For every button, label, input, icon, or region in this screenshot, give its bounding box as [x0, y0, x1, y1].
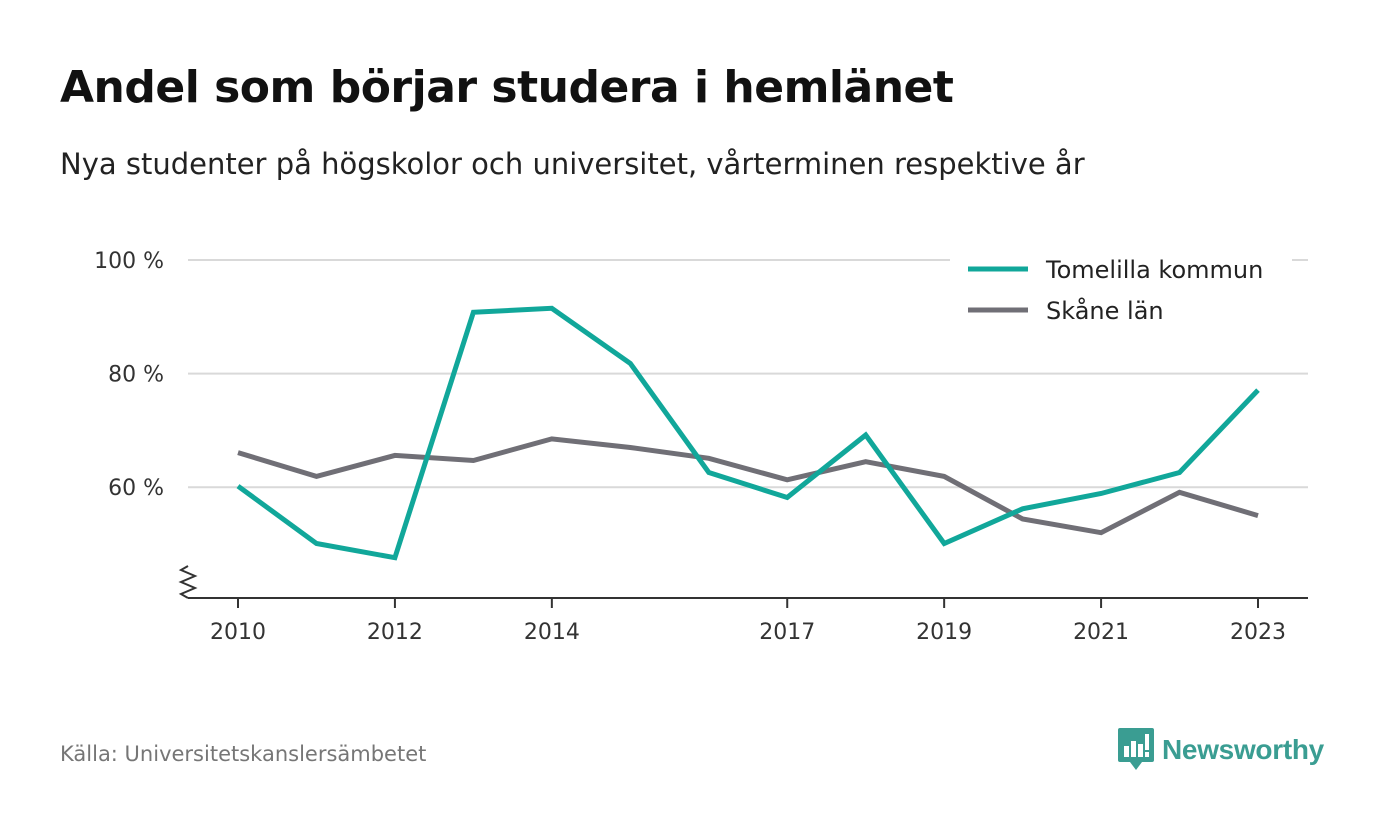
axes — [178, 565, 1308, 608]
chart-subtitle: Nya studenter på högskolor och universit… — [60, 147, 1085, 181]
series-line — [237, 436, 1259, 536]
x-tick-label: 2017 — [759, 620, 815, 645]
axis-break-icon — [178, 565, 198, 599]
y-tick-label: 60 % — [108, 476, 164, 501]
brand-logo: Newsworthy — [1118, 728, 1324, 772]
x-tick-label: 2014 — [524, 620, 580, 645]
brand-name: Newsworthy — [1162, 734, 1324, 765]
x-tick-label: 2012 — [367, 620, 423, 645]
source-note: Källa: Universitetskanslersämbetet — [60, 742, 427, 766]
x-tick-label: 2019 — [916, 620, 972, 645]
series-line — [236, 305, 1260, 561]
x-tick-label: 2021 — [1073, 620, 1129, 645]
legend-label: Tomelilla kommun — [1045, 256, 1263, 284]
newsworthy-logo-icon — [1118, 728, 1154, 770]
y-tick-label: 100 % — [94, 249, 164, 274]
y-tick-label: 80 % — [108, 363, 164, 388]
legend: Tomelilla kommun Skåne län — [950, 247, 1292, 330]
x-tick-label: 2010 — [210, 620, 266, 645]
legend-label: Skåne län — [1046, 296, 1164, 325]
tick-labels: 100 % 80 % 60 % 2010 2012 2014 2017 2019 2021 202… — [94, 249, 1286, 645]
chart-title: Andel som börjar studera i hemlänet — [60, 62, 954, 113]
line-chart: 100 % 80 % 60 % 2010 2012 2014 2017 2019 2021 202… — [94, 247, 1308, 645]
x-tick-label: 2023 — [1230, 620, 1286, 645]
series-lines — [236, 305, 1260, 561]
